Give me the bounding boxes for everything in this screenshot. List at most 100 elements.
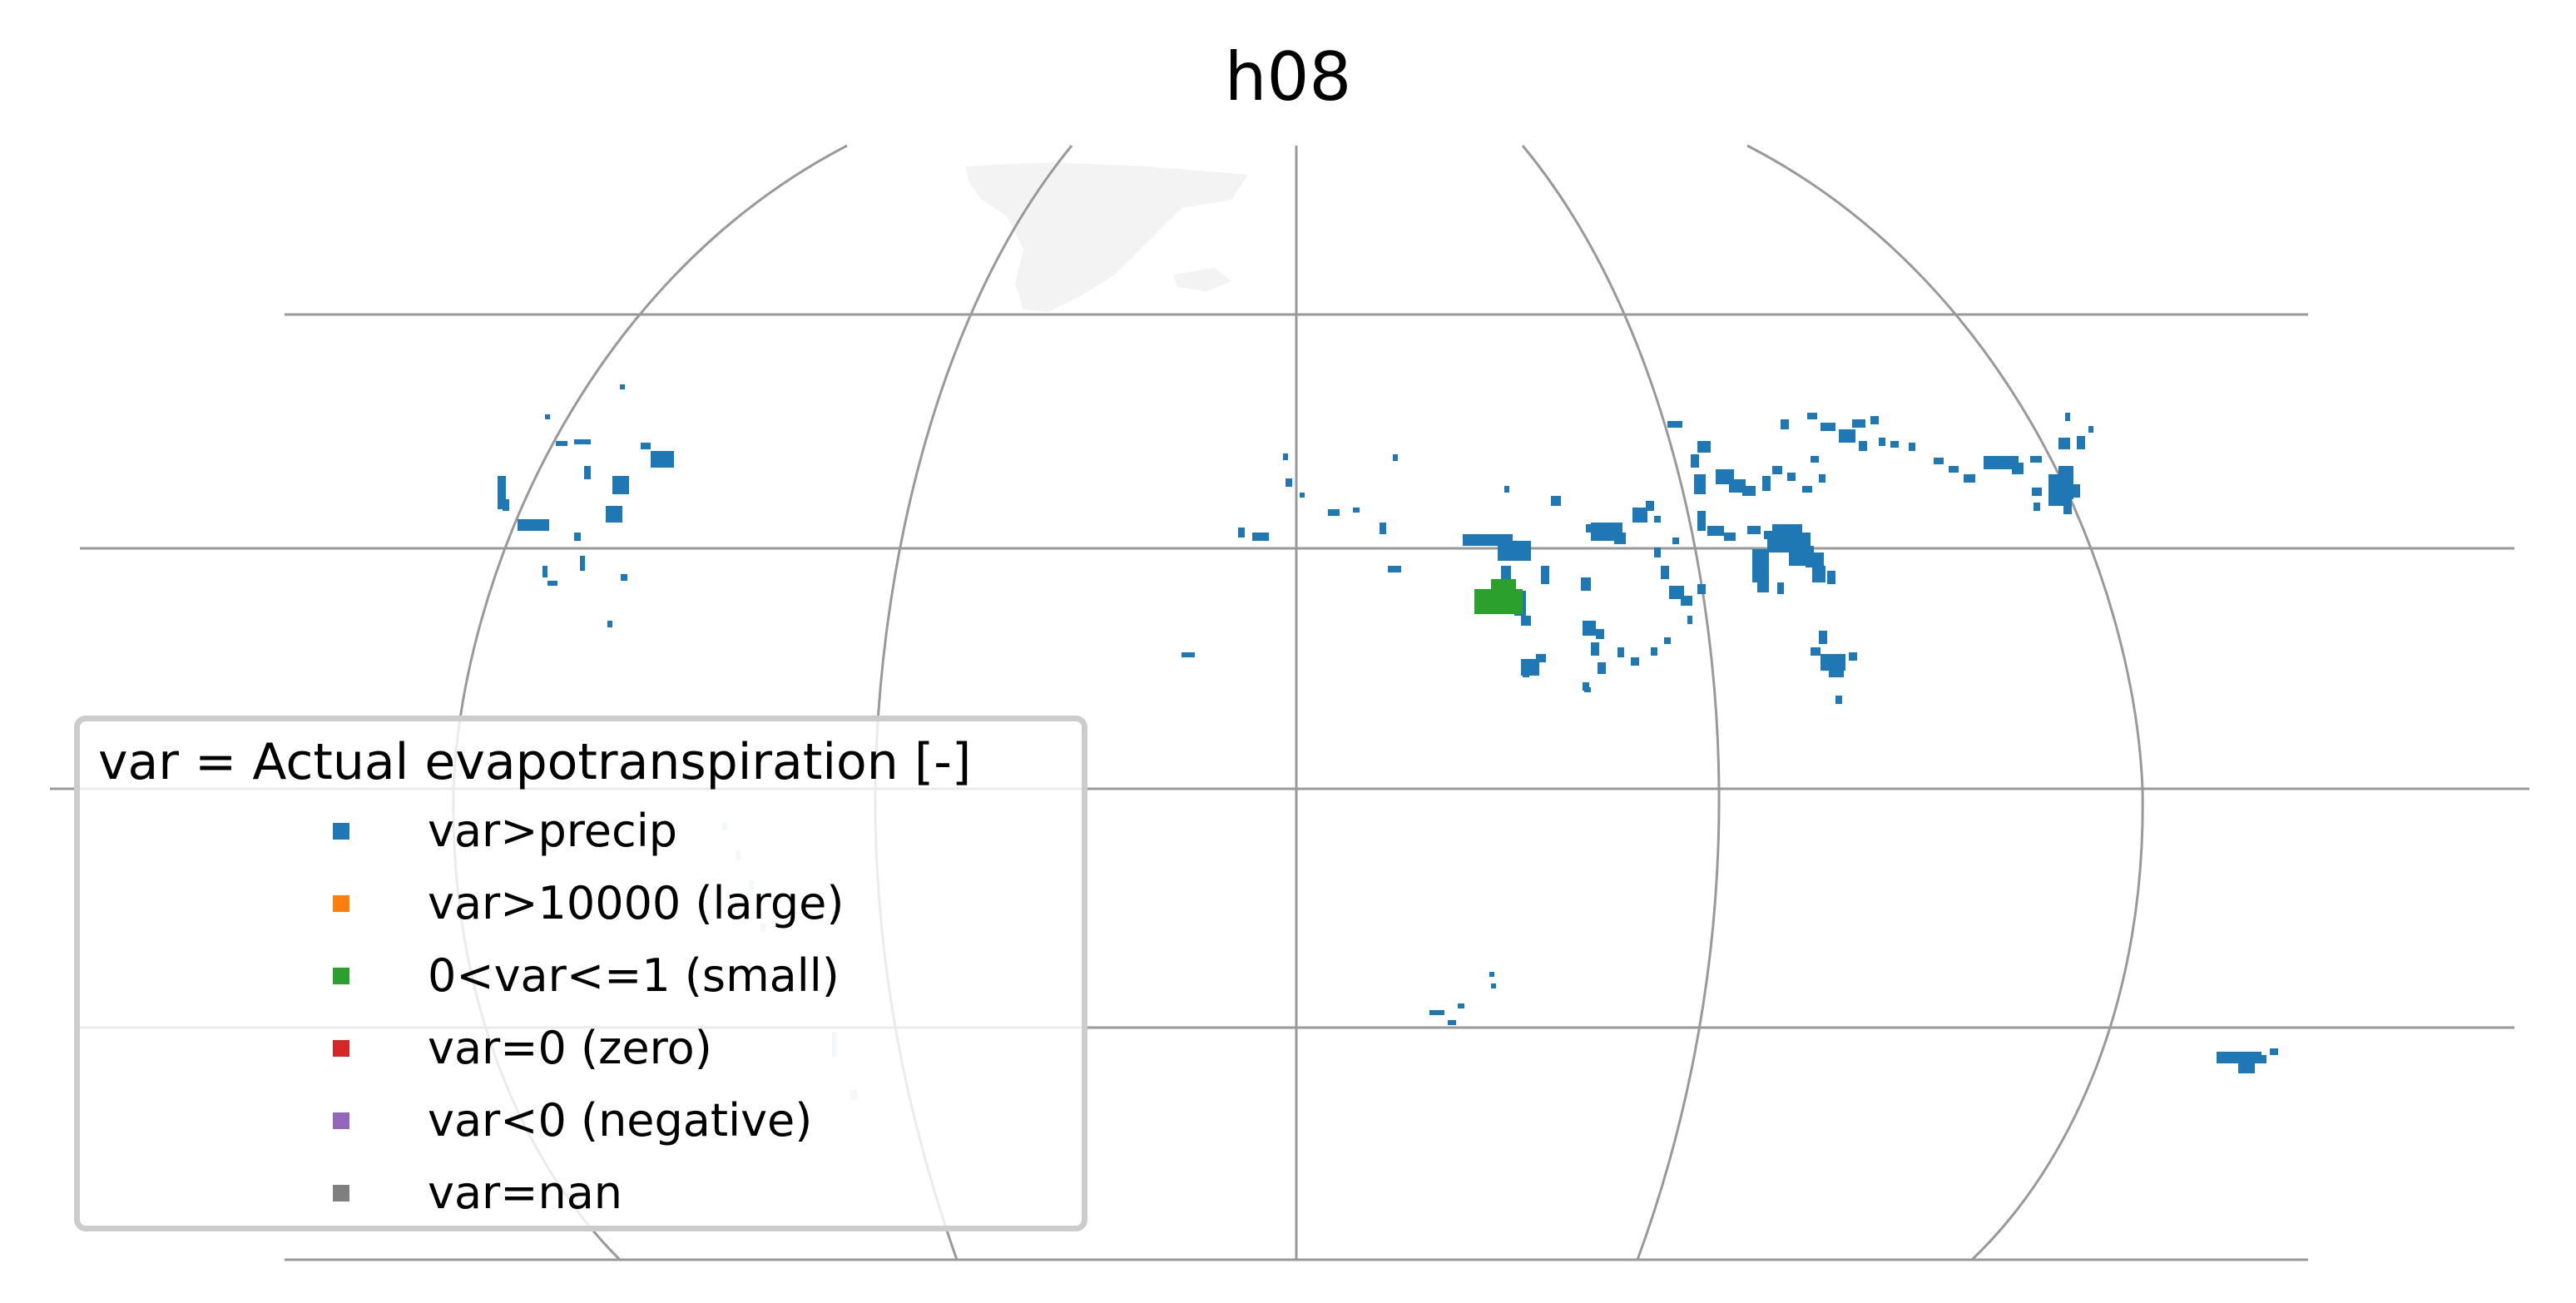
flag-cell (1687, 616, 1692, 624)
flag-cell (1393, 454, 1398, 461)
flag-cell (1523, 666, 1529, 677)
legend-item-nan: var=nan (80, 1167, 1082, 1225)
flag-cell (1617, 647, 1624, 657)
flag-cell (556, 441, 567, 446)
flag-cell (2063, 503, 2072, 514)
flag-cell (580, 556, 585, 571)
flag-cell (1667, 421, 1682, 428)
flag-cell (503, 499, 509, 511)
flag-cell (1729, 479, 1746, 493)
flag-cell (1654, 547, 1661, 557)
legend-item-large: var>10000 (large) (80, 877, 1082, 935)
flag-cell (1819, 474, 1825, 483)
land-shape-north (965, 162, 1248, 312)
flag-cell (1581, 577, 1591, 591)
flag-cell (1596, 629, 1604, 639)
flag-cell (1742, 486, 1756, 496)
flag-cell (1646, 501, 1654, 511)
flag-cell (1812, 566, 1825, 582)
flag-cell (1388, 566, 1393, 571)
flag-cell (1489, 972, 1494, 977)
flag-cell (1949, 466, 1959, 473)
legend-marker (333, 895, 349, 912)
flag-cell (1811, 647, 1821, 656)
flag-cell (1819, 631, 1827, 644)
flag-cell (1181, 652, 1195, 657)
flag-cell (574, 439, 591, 444)
flag-cell (641, 443, 651, 449)
flag-cell (1724, 533, 1736, 541)
flag-cell (2034, 503, 2040, 511)
flag-cell (1448, 1020, 1456, 1025)
legend-item-negative: var<0 (negative) (80, 1094, 1082, 1152)
flag-cell (1681, 596, 1692, 606)
flag-cell (1654, 516, 1661, 523)
flag-cell (607, 621, 612, 627)
flag-cell (1807, 413, 1817, 419)
flag-cell (542, 566, 547, 577)
flag-cell (1328, 509, 1340, 516)
flag-cell (1757, 574, 1769, 592)
flag-cell (1964, 474, 1975, 483)
flag-cell (1429, 1010, 1444, 1015)
flag-cell (1890, 441, 1899, 448)
flag-cell (1672, 538, 1679, 544)
flag-cell (606, 506, 622, 523)
legend-marker (333, 1112, 349, 1129)
flag-cell (1827, 571, 1835, 584)
legend-label: 0<var<=1 (small) (428, 949, 840, 1002)
flag-cell (1870, 416, 1879, 424)
flag-cell (1536, 654, 1546, 662)
flag-cell (1283, 453, 1288, 460)
flag-cell (518, 519, 549, 531)
flag-cell (1614, 533, 1626, 544)
flag-cell (1252, 533, 1269, 541)
flag-cell (1631, 657, 1639, 666)
flag-cell (612, 476, 629, 494)
legend-label: var=nan (428, 1167, 623, 1219)
flag-cell (620, 384, 625, 389)
meridian-curve (1746, 144, 2144, 1261)
flag-cell (1781, 419, 1789, 429)
flag-cell (2058, 466, 2073, 499)
legend-item-var-precip: var>precip (80, 805, 1082, 863)
legend-label: var>10000 (large) (428, 877, 845, 929)
flag-cell (1491, 983, 1496, 988)
flag-cell (1777, 582, 1784, 594)
flag-cell (1849, 652, 1857, 661)
legend-label: var>precip (428, 805, 677, 857)
legend-marker (333, 1185, 349, 1201)
flag-cell (547, 581, 557, 586)
flag-cell (2058, 438, 2070, 449)
flag-cell (1353, 508, 1360, 513)
flag-cell (2012, 463, 2024, 474)
flag-cell (1697, 441, 1711, 453)
flag-cell (2238, 1062, 2255, 1073)
legend: var = Actual evapotranspiration [-] var>… (74, 716, 1087, 1231)
flag-cell (1498, 607, 1513, 614)
flag-cell (1984, 456, 2019, 469)
flag-cell (2065, 413, 2070, 421)
flag-cell (1762, 476, 1771, 491)
flag-cell (1286, 478, 1292, 487)
flag-cell (1380, 523, 1386, 534)
flag-cell (574, 533, 581, 541)
flag-cell (621, 574, 627, 581)
flag-cell (1806, 552, 1824, 567)
flag-cell (1859, 441, 1867, 451)
flag-cell (1821, 423, 1835, 431)
legend-label: var=0 (zero) (428, 1022, 712, 1074)
flag-cell (1707, 526, 1724, 536)
flag-cell (2077, 436, 2085, 449)
legend-title: var = Actual evapotranspiration [-] (98, 733, 972, 791)
meridian-curve (1521, 145, 1721, 1261)
flag-cell (1521, 616, 1531, 626)
legend-marker (333, 1040, 349, 1057)
flag-cell (1583, 621, 1596, 636)
flag-cell (498, 476, 506, 509)
flag-cell (1591, 642, 1599, 656)
flag-cell (1664, 637, 1671, 644)
map-title: h08 (1224, 38, 1352, 116)
flag-cell (1541, 566, 1549, 584)
flag-cell (1498, 541, 1531, 561)
